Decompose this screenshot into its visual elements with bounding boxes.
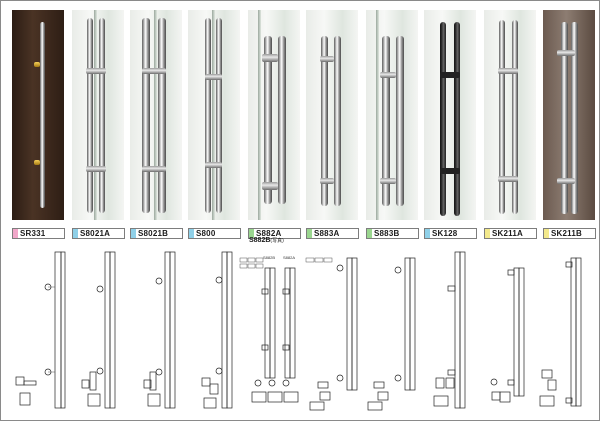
drawing-s8021a xyxy=(81,251,116,409)
handle-bar xyxy=(278,36,286,204)
mount-knob xyxy=(34,62,40,67)
color-swatch xyxy=(13,229,18,238)
label-s800: S800 xyxy=(188,228,241,239)
drawing-title-s882b: S882B xyxy=(263,255,275,260)
label-s883a: S883A xyxy=(306,228,359,239)
color-swatch xyxy=(485,229,490,238)
handle-bar xyxy=(454,22,460,216)
color-swatch xyxy=(189,229,194,238)
handle-bar xyxy=(499,20,505,214)
handle-bar xyxy=(440,22,446,216)
product-code: S8021B xyxy=(138,229,169,238)
photo-sk211b xyxy=(543,10,595,220)
photo-s883b xyxy=(366,10,418,220)
handle-bar xyxy=(571,22,578,214)
handle-bar xyxy=(40,22,45,208)
product-code: S883A xyxy=(314,229,340,238)
mount-knob xyxy=(34,160,40,165)
drawing-s883a xyxy=(305,257,358,411)
label-s8021b: S8021B xyxy=(130,228,183,239)
handle-bar xyxy=(99,18,105,213)
product-code: S882B xyxy=(249,237,271,244)
photo-sr331 xyxy=(12,10,64,220)
photo-s883a xyxy=(306,10,358,220)
product-code: SK211A xyxy=(492,229,523,238)
drawing-sk211a xyxy=(490,267,525,403)
label-sk211b: SK211B xyxy=(543,228,596,239)
color-swatch xyxy=(73,229,78,238)
label-s8021a: S8021A xyxy=(72,228,125,239)
handle-bar xyxy=(216,18,222,213)
handle-bar xyxy=(264,36,272,204)
photo-s8021b xyxy=(130,10,182,220)
product-code: SK211B xyxy=(551,229,582,238)
color-swatch xyxy=(307,229,312,238)
photo-s882 xyxy=(248,10,300,220)
product-code: S8021A xyxy=(80,229,111,238)
drawing-title-s882a: S882A xyxy=(283,255,295,260)
handle-bar xyxy=(334,36,341,206)
handle-bar xyxy=(321,36,328,206)
product-code: SR331 xyxy=(20,229,46,238)
drawing-sr331 xyxy=(15,251,66,409)
color-swatch xyxy=(544,229,549,238)
drawing-sk128 xyxy=(433,251,466,409)
handle-bar xyxy=(142,18,150,213)
photo-note: (写真) xyxy=(270,238,284,244)
product-code: S883B xyxy=(374,229,400,238)
drawing-s8021b xyxy=(143,251,176,409)
handle-bar xyxy=(205,18,211,213)
drawing-s883b xyxy=(367,257,416,411)
handle-bar xyxy=(382,36,390,206)
color-swatch xyxy=(131,229,136,238)
label-sk211a: SK211A xyxy=(484,228,537,239)
drawing-sk211b xyxy=(539,257,582,407)
label-sr331: SR331 xyxy=(12,228,65,239)
product-code: S800 xyxy=(196,229,216,238)
drawing-s882: S882B S882A xyxy=(239,255,299,403)
label-sk128: SK128 xyxy=(424,228,477,239)
handle-bar xyxy=(158,18,166,213)
color-swatch xyxy=(249,229,254,238)
handle-bar xyxy=(396,36,404,206)
handle-bar xyxy=(561,22,568,214)
color-swatch xyxy=(367,229,372,238)
photo-sk128 xyxy=(424,10,476,220)
drawing-s800 xyxy=(201,251,233,409)
photo-s800 xyxy=(188,10,240,220)
product-code: SK128 xyxy=(432,229,458,238)
label-s882a: S882A xyxy=(248,228,301,239)
photo-s8021a xyxy=(72,10,124,220)
handle-bar xyxy=(87,18,93,213)
product-code: S882A xyxy=(256,229,282,238)
label-s882b: S882B(写真) xyxy=(249,237,284,244)
label-s883b: S883B xyxy=(366,228,419,239)
photo-sk211a xyxy=(484,10,536,220)
handle-bar xyxy=(512,20,518,214)
color-swatch xyxy=(425,229,430,238)
